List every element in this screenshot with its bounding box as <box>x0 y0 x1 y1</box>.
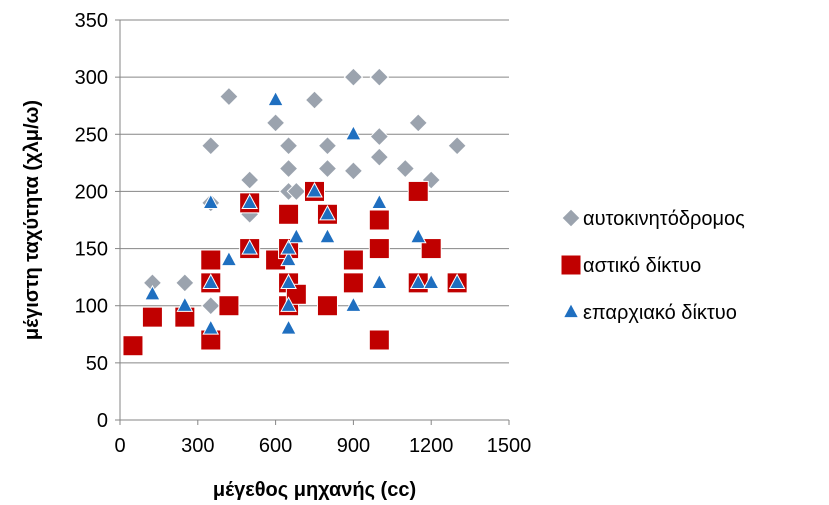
diamond-point <box>369 147 390 167</box>
square-point <box>342 249 364 271</box>
legend-square-icon <box>560 254 582 276</box>
x-tick-label: 300 <box>181 435 214 457</box>
triangle-point <box>319 204 336 221</box>
square-point <box>122 335 144 357</box>
square-point <box>141 306 163 328</box>
triangle-point <box>409 227 427 244</box>
square-point <box>218 295 240 317</box>
triangle-point <box>280 319 297 335</box>
legend-triangle-icon <box>562 302 580 319</box>
square-point <box>200 249 222 271</box>
legend-item-1: αυτοκινητόδρομος <box>561 208 745 230</box>
diamond-point <box>265 113 286 133</box>
triangle-point <box>370 273 388 289</box>
x-tick-label: 900 <box>337 435 370 457</box>
y-tick-label: 100 <box>75 296 108 318</box>
x-axis-title: μέγεθος μηχανής (cc) <box>213 479 416 501</box>
diamond-point <box>369 67 390 87</box>
triangle-point <box>267 90 284 107</box>
diamond-point <box>317 158 338 179</box>
y-tick-label: 350 <box>75 10 108 32</box>
y-tick-label: 200 <box>75 181 108 203</box>
legend: αυτοκινητόδρομος αστικό δίκτυο επαρχιακό δ… <box>560 208 745 324</box>
tick-labels: 0 50 100 150 200 250 300 350 0 300 600 900 1200 1500 <box>75 10 532 457</box>
triangle-point <box>345 124 362 141</box>
legend-label: αυτοκινητόδρομος <box>583 208 745 230</box>
triangle-point <box>319 227 336 244</box>
square-point <box>368 209 390 231</box>
triangle-point <box>345 296 362 312</box>
triangle-point <box>280 250 297 267</box>
triangle-point <box>409 273 427 289</box>
triangle-point <box>370 193 388 209</box>
triangle-point <box>422 273 440 289</box>
legend-label: αστικό δίκτυο <box>583 255 701 277</box>
square-point <box>368 329 390 351</box>
diamond-point <box>395 158 415 179</box>
legend-label: επαρχιακό δίκτυο <box>583 302 737 324</box>
y-tick-label: 300 <box>75 67 108 89</box>
legend-item-2: αστικό δίκτυο <box>560 254 701 277</box>
diamond-point <box>317 136 338 156</box>
y-axis-title: μέγιστη ταχύτητα (χλμ/ω) <box>21 100 43 340</box>
square-point <box>342 272 364 294</box>
y-tick-label: 150 <box>75 239 108 261</box>
diamond-point <box>201 136 221 156</box>
series-3 <box>144 90 466 335</box>
diamond-point <box>343 67 364 87</box>
data-points <box>122 67 468 357</box>
triangle-point <box>202 193 220 209</box>
square-point <box>285 283 307 305</box>
x-tick-label: 1500 <box>487 435 532 457</box>
diamond-point <box>175 273 195 293</box>
legend-item-3: επαρχιακό δίκτυο <box>562 302 737 324</box>
triangle-point <box>280 273 297 289</box>
x-tick-label: 1200 <box>409 435 454 457</box>
diamond-point <box>286 181 307 202</box>
diamond-point <box>304 90 325 110</box>
triangle-point <box>241 239 259 255</box>
diamond-point <box>278 158 299 179</box>
triangle-point <box>202 273 220 289</box>
diamond-point <box>447 136 467 156</box>
square-point <box>316 295 338 317</box>
triangle-point <box>280 239 297 255</box>
diamond-point <box>369 126 390 147</box>
y-tick-label: 50 <box>86 353 108 375</box>
square-point <box>407 180 429 202</box>
x-tick-label: 0 <box>114 435 125 457</box>
triangle-point <box>306 181 323 198</box>
triangle-point <box>176 296 194 312</box>
triangle-point <box>448 273 466 289</box>
square-point <box>368 238 390 260</box>
diamond-point <box>408 113 428 133</box>
diamond-point <box>278 136 299 156</box>
diamond-point <box>219 86 239 107</box>
diamond-point <box>201 296 221 316</box>
triangle-point <box>288 227 305 244</box>
series-2 <box>122 180 468 357</box>
triangle-point <box>241 193 259 209</box>
x-tick-label: 600 <box>259 435 292 457</box>
legend-diamond-icon <box>561 208 581 228</box>
square-point <box>420 238 442 260</box>
diamond-point <box>239 170 260 190</box>
triangle-point <box>280 296 297 312</box>
triangle-point <box>220 250 238 267</box>
y-tick-label: 0 <box>97 410 108 432</box>
triangle-point <box>202 319 220 335</box>
square-point <box>278 203 300 225</box>
y-tick-label: 250 <box>75 124 108 146</box>
triangle-point <box>144 284 161 301</box>
diamond-point <box>343 161 364 181</box>
axes <box>115 19 510 425</box>
